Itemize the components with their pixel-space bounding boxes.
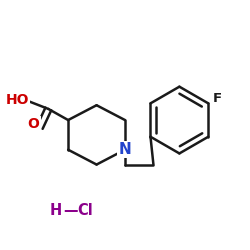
Text: H: H xyxy=(50,203,62,218)
Text: HO: HO xyxy=(6,93,29,107)
Text: F: F xyxy=(212,92,222,105)
Text: N: N xyxy=(119,142,132,157)
Text: —: — xyxy=(63,203,78,218)
Text: O: O xyxy=(28,117,40,131)
Text: Cl: Cl xyxy=(78,203,93,218)
